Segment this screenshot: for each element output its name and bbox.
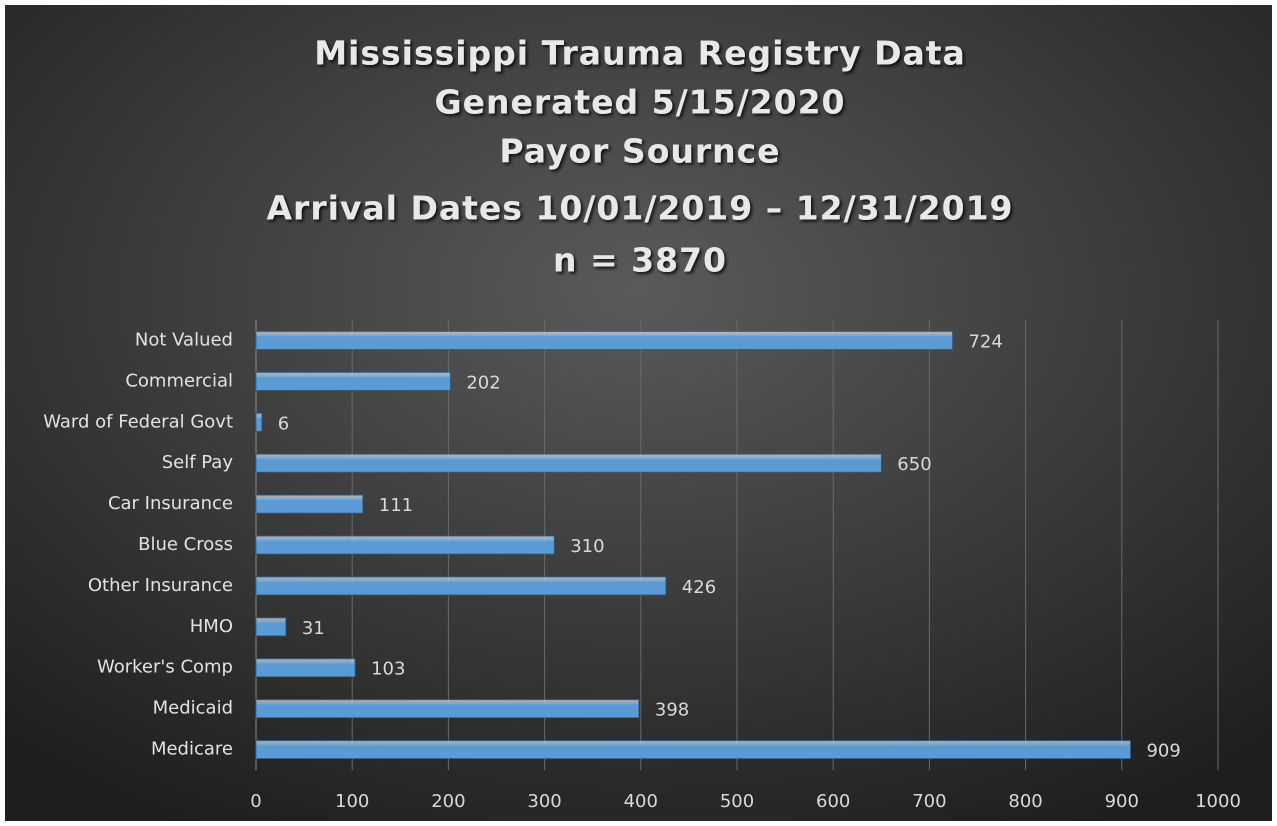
x-tick-label: 1000 [1195, 791, 1241, 812]
x-tick-label: 200 [431, 791, 465, 812]
x-tick-label: 800 [1008, 791, 1042, 812]
value-label: 398 [655, 700, 689, 721]
y-tick-label: Medicaid [153, 698, 233, 719]
y-tick-label: Blue Cross [138, 534, 233, 555]
chart-background [5, 5, 1272, 821]
y-tick-label: Self Pay [162, 452, 234, 473]
y-tick-label: Car Insurance [108, 493, 233, 514]
y-tick-label: Ward of Federal Govt [43, 411, 233, 432]
value-label: 103 [371, 659, 405, 680]
value-label: 650 [897, 454, 931, 475]
chart-title: Generated 5/15/2020 [435, 83, 846, 122]
bar [255, 453, 882, 473]
value-label: 202 [466, 372, 500, 393]
x-tick-label: 0 [250, 791, 261, 812]
bar [255, 658, 356, 678]
x-tick-label: 700 [912, 791, 946, 812]
bar [255, 371, 451, 391]
bar [255, 535, 555, 555]
y-tick-label: Commercial [125, 370, 233, 391]
x-tick-label: 900 [1105, 791, 1139, 812]
y-tick-label: Not Valued [135, 329, 233, 350]
y-tick-label: Other Insurance [88, 575, 233, 596]
value-label: 909 [1146, 741, 1180, 762]
bar [255, 412, 263, 432]
value-label: 426 [682, 577, 716, 598]
bar [255, 331, 953, 350]
value-label: 6 [278, 413, 289, 434]
value-label: 111 [379, 495, 413, 516]
y-tick-label: HMO [190, 616, 233, 637]
x-tick-label: 600 [816, 791, 850, 812]
title-group: Mississippi Trauma Registry Data Generate… [267, 34, 1014, 280]
x-tick-label: 400 [624, 791, 658, 812]
x-tick-label: 100 [335, 791, 369, 812]
bar [255, 576, 667, 596]
x-tick-label: 500 [720, 791, 754, 812]
chart-title: n = 3870 [553, 241, 727, 280]
bar [255, 740, 1131, 759]
y-tick-label: Medicare [151, 739, 233, 760]
bar [255, 617, 287, 637]
x-tick-label: 300 [527, 791, 561, 812]
bar [255, 494, 364, 514]
value-label: 310 [570, 536, 604, 557]
chart-title: Mississippi Trauma Registry Data [314, 34, 966, 73]
value-label: 724 [968, 331, 1002, 352]
chart-title: Payor Sournce [499, 132, 780, 171]
chart-title: Arrival Dates 10/01/2019 – 12/31/2019 [267, 189, 1014, 228]
value-label: 31 [302, 618, 325, 639]
bar [255, 699, 640, 719]
y-tick-label: Worker's Comp [97, 657, 233, 678]
